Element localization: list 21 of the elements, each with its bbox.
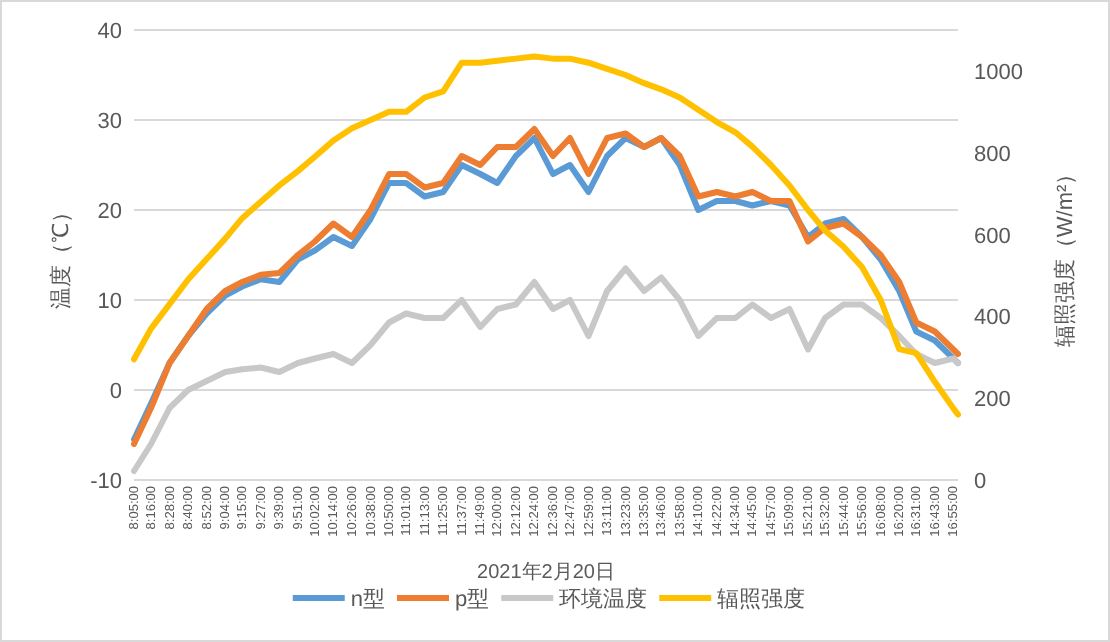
line-series	[131, 265, 961, 474]
y-tick-label: -10	[90, 470, 122, 494]
legend-label: p型	[455, 588, 490, 612]
y-tick-label: 30	[97, 110, 122, 134]
legend-label: 辐照强度	[717, 586, 806, 612]
y-tick-label: 0	[109, 380, 122, 404]
y2-tick-label: 800	[974, 142, 1011, 167]
legend-label: 环境温度	[559, 586, 648, 612]
y-tick-label: 40	[97, 20, 122, 44]
legend-label: n型	[350, 588, 385, 612]
y-axis-title: 温度（℃）	[48, 201, 74, 309]
y2-tick-label: 400	[974, 306, 1011, 331]
y-tick-label: 20	[97, 200, 122, 224]
line-series	[131, 53, 961, 418]
y2-axis-title: 辐照强度（W/m²）	[1052, 162, 1078, 348]
y2-tick-label: 600	[974, 224, 1011, 249]
x-axis-title: 2021年2月20日	[477, 560, 615, 584]
y-tick-label: 10	[97, 290, 122, 314]
y2-tick-label: 200	[974, 388, 1011, 413]
y2-tick-label: 1000	[974, 60, 1023, 85]
y2-tick-label: 0	[974, 470, 987, 494]
